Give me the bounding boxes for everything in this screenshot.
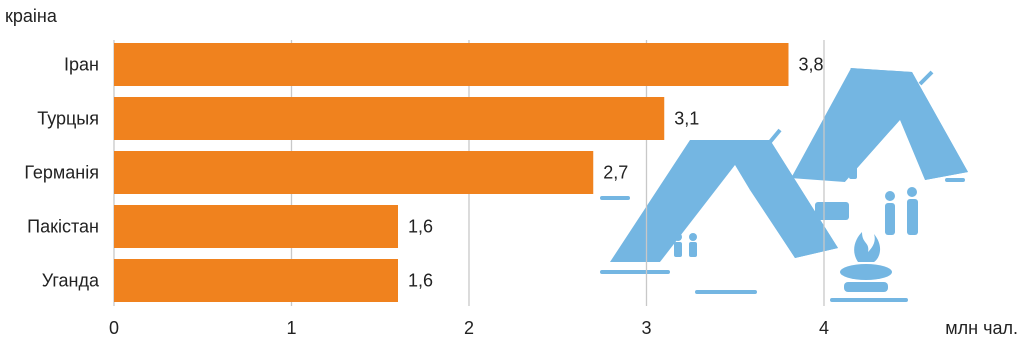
category-labels: Іран Турцыя Германія Пакістан Уганда (24, 55, 100, 291)
category-label: Германія (24, 163, 99, 183)
category-label: Турцыя (37, 109, 99, 129)
x-axis-label: млн чал. (945, 318, 1018, 338)
bar (114, 97, 665, 140)
x-tick-label: 2 (464, 318, 474, 338)
x-tick-label: 4 (819, 318, 829, 338)
bar (114, 43, 789, 86)
person-icon (885, 187, 918, 235)
x-tick-label: 3 (641, 318, 651, 338)
tent-icon (789, 67, 968, 182)
value-labels: 3,8 3,1 2,7 1,6 1,6 (408, 55, 824, 291)
ground-line (695, 290, 757, 294)
refugee-camp-illustration (600, 67, 968, 302)
ground-line (945, 178, 965, 182)
bars (114, 43, 789, 302)
value-label: 1,6 (408, 217, 433, 237)
y-axis-label: краіна (5, 6, 58, 26)
ground-line (830, 298, 908, 302)
x-tick-label: 1 (286, 318, 296, 338)
person-icon (834, 156, 857, 179)
ground-line (600, 270, 670, 274)
category-label: Іран (64, 55, 99, 75)
person-icon (674, 233, 697, 257)
category-label: Пакістан (27, 217, 99, 237)
bar (114, 259, 398, 302)
tent-icon (610, 128, 838, 262)
bar (114, 205, 398, 248)
x-tick-label: 0 (109, 318, 119, 338)
x-tick-labels: 0 1 2 3 4 (109, 318, 829, 338)
value-label: 1,6 (408, 271, 433, 291)
value-label: 2,7 (603, 163, 628, 183)
value-label: 3,1 (674, 109, 699, 129)
category-label: Уганда (42, 271, 100, 291)
campfire-icon (840, 232, 892, 292)
suitcase-icon (815, 202, 849, 220)
value-label: 3,8 (799, 55, 824, 75)
ground-line (600, 196, 630, 200)
bar (114, 151, 594, 194)
